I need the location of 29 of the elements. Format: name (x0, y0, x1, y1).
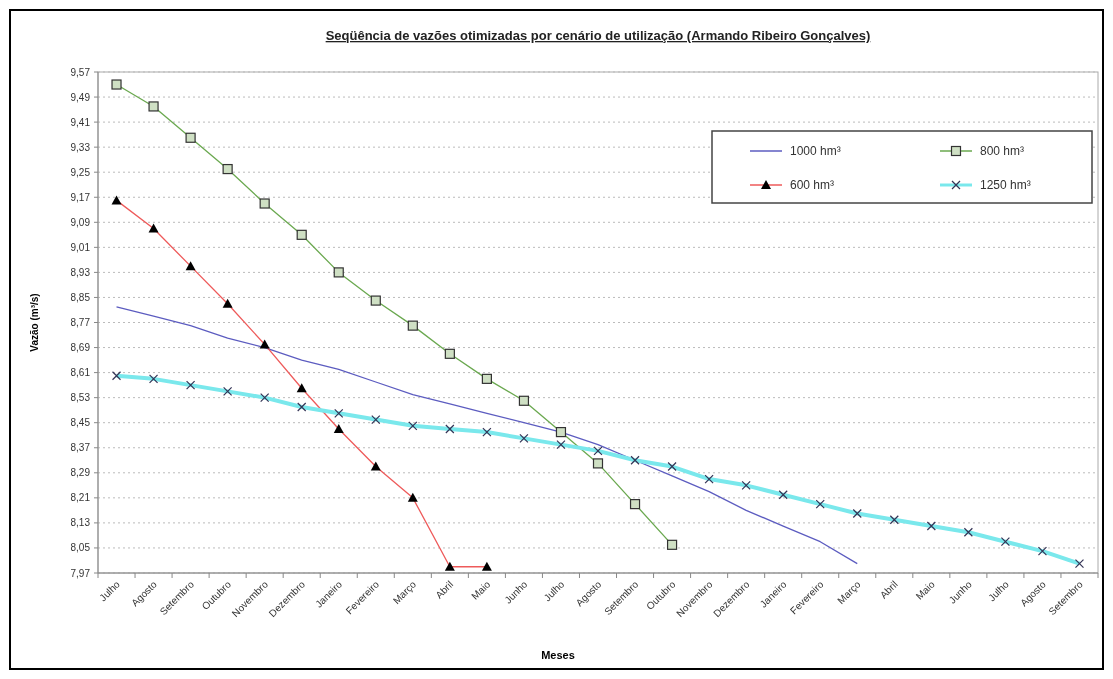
y-tick-label: 9,41 (70, 116, 91, 128)
y-tick-label: 9,17 (70, 191, 91, 203)
y-tick-label: 8,69 (70, 342, 91, 354)
legend-label: 1000 hm³ (790, 144, 841, 159)
legend-label: 600 hm³ (790, 178, 835, 193)
y-tick-label: 8,13 (70, 517, 91, 529)
legend-label: 800 hm³ (980, 144, 1025, 159)
y-tick-label: 8,85 (70, 291, 91, 303)
y-tick-label: 8,21 (70, 492, 91, 504)
line-series (115, 306, 858, 565)
y-tick-label: 8,93 (70, 266, 91, 278)
legend-label: 1250 hm³ (980, 178, 1031, 193)
y-tick-label: 8,05 (70, 542, 91, 554)
y-tick-label: 7,97 (70, 567, 91, 579)
y-tick-label: 9,01 (70, 241, 91, 253)
y-tick-label: 9,09 (70, 216, 91, 228)
x-axis-title: Meses (541, 649, 575, 661)
y-tick-label: 8,53 (70, 392, 91, 404)
y-tick-label: 9,49 (70, 91, 91, 103)
y-tick-label: 8,29 (70, 467, 91, 479)
y-tick-label: 9,33 (70, 141, 91, 153)
y-axis-title: Vazão (m³/s) (29, 293, 40, 352)
chart-title: Seqüência de vazões otimizadas por cenário de utilização (Armando Ribeiro Gonçalves) (325, 28, 871, 43)
y-tick-label: 8,61 (70, 367, 91, 379)
y-tick-label: 8,37 (70, 442, 91, 454)
y-tick-label: 8,77 (70, 317, 91, 328)
y-tick-label: 9,25 (70, 166, 91, 178)
y-tick-label: 8,45 (70, 417, 91, 429)
y-tick-label: 9,57 (70, 66, 91, 78)
